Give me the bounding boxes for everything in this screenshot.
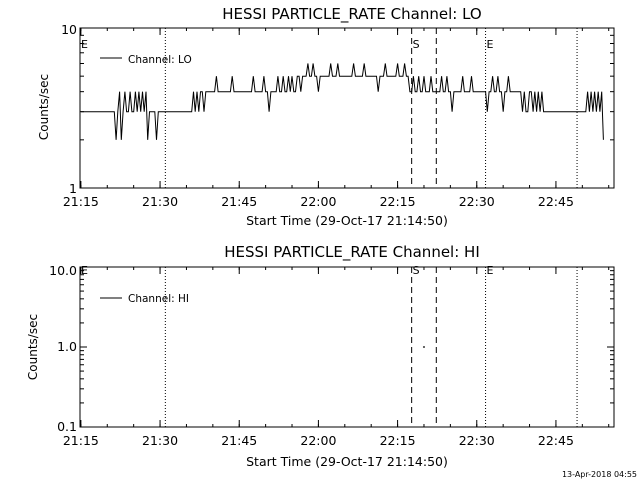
y-tick-label: 1 — [69, 181, 77, 196]
panel-hi-plot: 21:15 21:30 21:45 22:00 22:15 22:30 22:45 0.1 1.… — [49, 263, 615, 448]
event-label: S — [413, 38, 420, 51]
y-tick-label: 10.0 — [49, 263, 77, 278]
panel-hi-y-axis-label: Counts/sec — [26, 314, 40, 380]
panel-hi-legend-label: Channel: HI — [128, 293, 189, 305]
panel-lo-corner-label: E — [81, 38, 88, 51]
panel-lo-legend-label: Channel: LO — [128, 54, 192, 66]
x-tick-label: 22:15 — [380, 194, 416, 209]
plot-frame — [79, 27, 615, 189]
x-tick-label: 21:15 — [63, 194, 99, 209]
y-tick-label: 0.1 — [57, 419, 77, 434]
x-tick-label: 22:30 — [459, 194, 495, 209]
panel-lo-x-axis-label: Start Time (29-Oct-17 21:14:50) — [246, 213, 448, 228]
panel-lo: HESSI PARTICLE_RATE Channel: LO Start Ti… — [37, 5, 615, 228]
x-tick-label: 22:00 — [300, 433, 336, 448]
x-tick-label: 22:30 — [459, 433, 495, 448]
x-tick-label: 21:30 — [142, 433, 178, 448]
panel-lo-y-axis-label: Counts/sec — [37, 74, 51, 140]
footer-timestamp: 13-Apr-2018 04:55 — [562, 470, 637, 479]
x-tick-label: 22:45 — [538, 433, 574, 448]
x-tick-label: 21:15 — [63, 433, 99, 448]
y-tick-label: 1.0 — [57, 339, 77, 354]
panel-lo-plot: 21:15 21:30 21:45 22:00 22:15 22:30 22:45 1 10 S E — [61, 22, 615, 209]
event-label: S — [413, 264, 420, 277]
event-label: E — [487, 264, 494, 277]
x-tick-label: 22:15 — [380, 433, 416, 448]
x-tick-label: 21:30 — [142, 194, 178, 209]
panel-hi: HESSI PARTICLE_RATE Channel: HI Start Ti… — [26, 243, 615, 469]
x-tick-label: 22:00 — [300, 194, 336, 209]
panel-hi-corner-label: E — [81, 264, 88, 277]
x-tick-label: 21:45 — [221, 194, 257, 209]
x-tick-label: 21:45 — [221, 433, 257, 448]
panel-lo-title: HESSI PARTICLE_RATE Channel: LO — [222, 5, 481, 24]
y-tick-label: 10 — [61, 22, 77, 37]
panel-hi-title: HESSI PARTICLE_RATE Channel: HI — [224, 243, 480, 262]
event-label: E — [487, 38, 494, 51]
panel-hi-x-axis-label: Start Time (29-Oct-17 21:14:50) — [246, 454, 448, 469]
series-line — [80, 63, 604, 140]
x-tick-label: 22:45 — [538, 194, 574, 209]
